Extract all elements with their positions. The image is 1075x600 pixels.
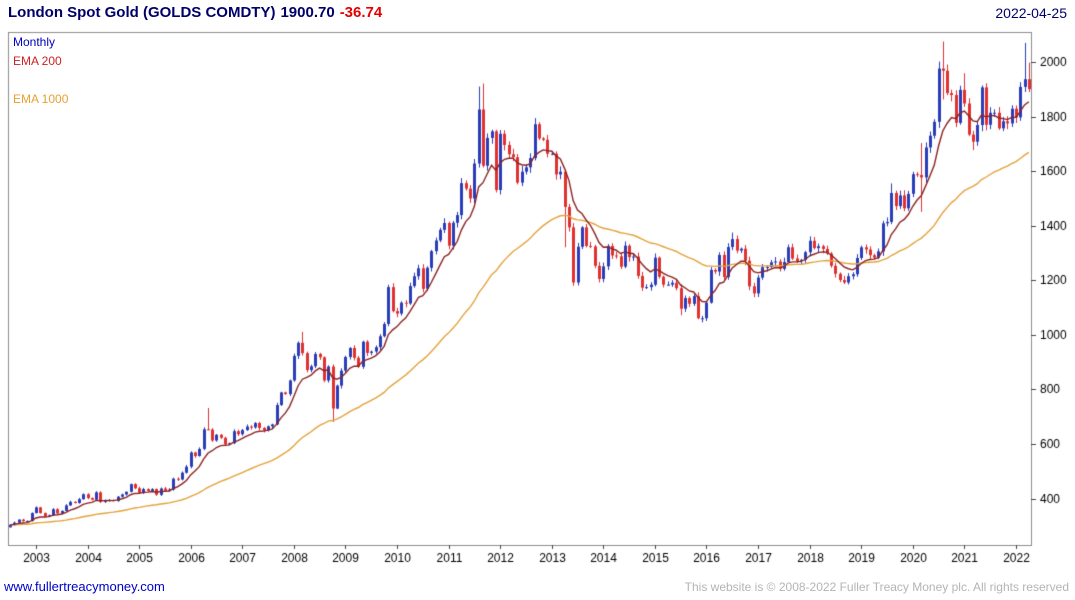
website-link[interactable]: www.fullertreacymoney.com <box>4 579 165 594</box>
chart-header: London Spot Gold (GOLDS COMDTY) 1900.70 -3… <box>8 4 1067 21</box>
instrument-name: London Spot Gold (GOLDS COMDTY) <box>8 4 276 21</box>
chart-date: 2022-04-25 <box>995 5 1067 21</box>
page-title: London Spot Gold (GOLDS COMDTY) 1900.70 -3… <box>8 4 387 21</box>
legend-ema1000[interactable]: EMA 1000 <box>13 92 69 106</box>
price-chart-canvas[interactable] <box>0 0 1075 575</box>
copyright-text: This website is © 2008-2022 Fuller Treac… <box>684 580 1069 594</box>
chart-legend: Monthly EMA 200 EMA 1000 <box>13 35 68 106</box>
last-price: 1900.70 <box>280 4 335 21</box>
price-change: -36.74 <box>339 4 383 21</box>
legend-interval[interactable]: Monthly <box>13 35 56 49</box>
legend-ema200[interactable]: EMA 200 <box>13 54 62 68</box>
